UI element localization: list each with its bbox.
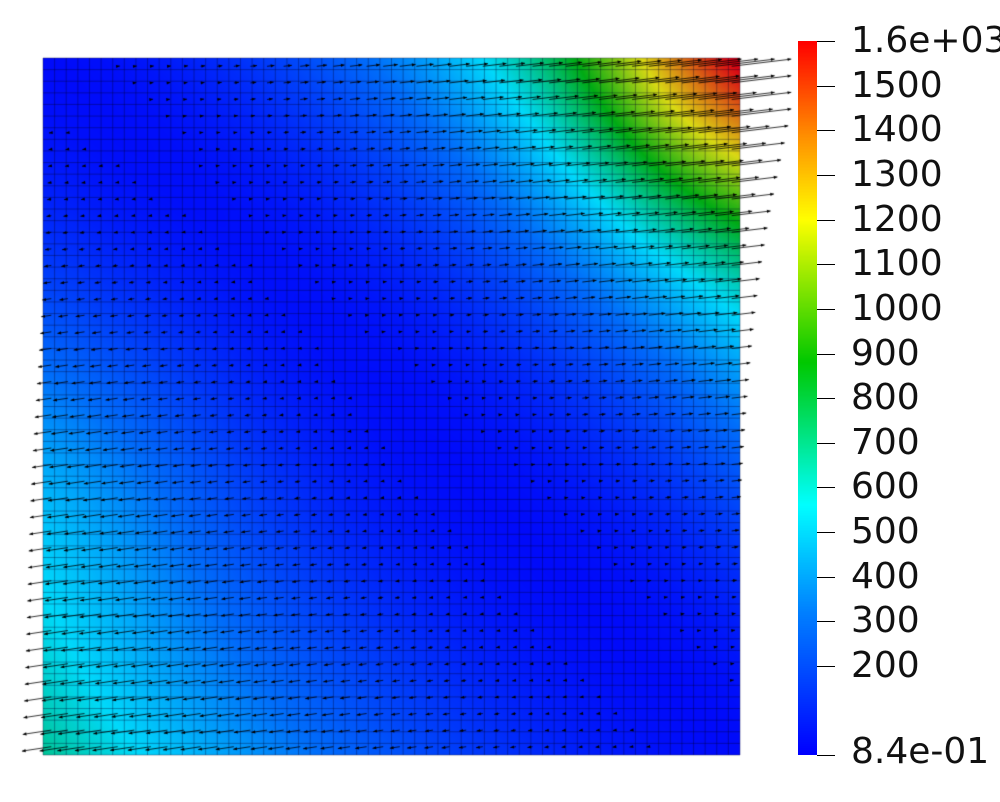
colorbar-tick-label: 600: [851, 466, 920, 508]
colorbar-tick: [817, 85, 835, 87]
colorbar-tick: [817, 532, 835, 534]
colorbar-tick: [817, 621, 835, 623]
colorbar-tick: [817, 353, 835, 355]
colorbar-tick: [817, 174, 835, 176]
colorbar-max-label: 1.6e+03: [851, 20, 1000, 61]
colorbar-tick: [817, 666, 835, 668]
colorbar-tick-label: 700: [851, 421, 920, 463]
colorbar-tick: [817, 442, 835, 444]
colorbar-tick-label: 200: [851, 645, 920, 687]
colorbar-tick-label: 1300: [851, 153, 943, 195]
colorbar-tick: [817, 308, 835, 310]
colorbar-tick-label: 800: [851, 377, 920, 419]
colorbar-tick: [817, 576, 835, 578]
colorbar-tick-label: 1500: [851, 64, 943, 106]
colorbar-tick-label: 500: [851, 511, 920, 553]
colorbar-max-tick: [817, 41, 835, 42]
colorbar-min-label: 8.4e-01: [851, 731, 990, 772]
colorbar-tick-label: 1100: [851, 243, 943, 285]
colorbar-tick: [817, 219, 835, 221]
colorbar-tick-label: 1400: [851, 109, 943, 151]
colorbar-tick-label: 900: [851, 332, 920, 374]
colorbar-tick: [817, 398, 835, 400]
colorbar-tick: [817, 264, 835, 266]
colorbar-tick-label: 300: [851, 600, 920, 642]
colorbar-min-tick: [817, 755, 835, 756]
colorbar-tick-label: 1000: [851, 287, 943, 329]
colorbar: [798, 41, 817, 755]
colorbar-tick-label: 400: [851, 555, 920, 597]
colorbar-tick: [817, 487, 835, 489]
colorbar-tick-label: 1200: [851, 198, 943, 240]
colorbar-tick: [817, 130, 835, 132]
